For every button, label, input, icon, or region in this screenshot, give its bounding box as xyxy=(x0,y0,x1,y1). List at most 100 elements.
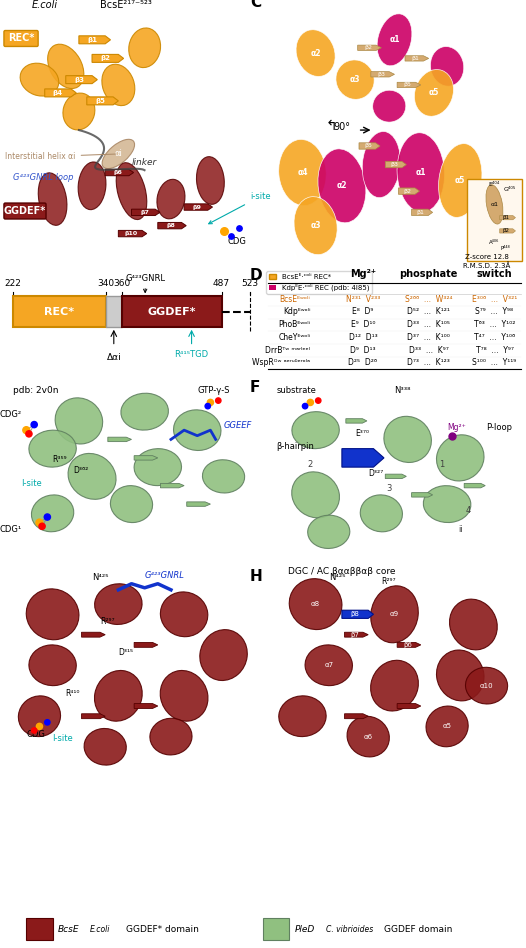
Text: WspRᴼʷ ᵃᵉʳᵘᵟᵉʳᵒˡᵃ: WspRᴼʷ ᵃᵉʳᵘᵟᵉʳᵒˡᵃ xyxy=(252,358,310,367)
Polygon shape xyxy=(397,703,421,708)
Ellipse shape xyxy=(200,629,247,681)
Text: β1: β1 xyxy=(87,37,97,43)
Polygon shape xyxy=(385,474,407,479)
Text: β7: β7 xyxy=(140,210,149,215)
Polygon shape xyxy=(358,46,381,50)
Text: E⁹  D¹⁰: E⁹ D¹⁰ xyxy=(351,320,375,329)
Text: S¹⁰⁰  ...  Y¹¹⁹: S¹⁰⁰ ... Y¹¹⁹ xyxy=(472,358,517,367)
Ellipse shape xyxy=(450,599,497,649)
Polygon shape xyxy=(346,419,367,423)
Ellipse shape xyxy=(437,650,484,701)
Ellipse shape xyxy=(439,143,482,217)
Point xyxy=(30,723,38,738)
Text: β2: β2 xyxy=(503,228,510,233)
Text: D³²⁷: D³²⁷ xyxy=(368,469,383,479)
Polygon shape xyxy=(82,714,105,719)
Polygon shape xyxy=(92,54,124,63)
Ellipse shape xyxy=(430,46,464,86)
Text: α7: α7 xyxy=(324,663,333,668)
Ellipse shape xyxy=(360,495,402,532)
Text: CDG²: CDG² xyxy=(0,410,22,419)
Text: 4: 4 xyxy=(466,506,471,516)
Ellipse shape xyxy=(371,586,418,643)
Ellipse shape xyxy=(384,416,431,463)
Point xyxy=(22,423,31,438)
Polygon shape xyxy=(500,215,515,220)
Text: D⁵²  ...  K¹²¹: D⁵² ... K¹²¹ xyxy=(407,307,450,317)
Polygon shape xyxy=(66,76,97,83)
Polygon shape xyxy=(134,643,158,647)
Text: i-site: i-site xyxy=(209,192,270,224)
Ellipse shape xyxy=(63,93,95,130)
Text: GGDEF* domain: GGDEF* domain xyxy=(126,924,199,934)
Ellipse shape xyxy=(294,196,337,255)
Polygon shape xyxy=(464,483,485,488)
FancyBboxPatch shape xyxy=(106,297,122,327)
Polygon shape xyxy=(26,918,53,940)
Text: N³³⁸: N³³⁸ xyxy=(394,386,411,395)
Text: I-site: I-site xyxy=(53,734,73,742)
Polygon shape xyxy=(134,456,158,460)
Text: β5: β5 xyxy=(404,82,411,87)
Text: pdb: 2v0n: pdb: 2v0n xyxy=(13,386,59,395)
Text: β6: β6 xyxy=(114,170,123,175)
Polygon shape xyxy=(371,72,394,77)
Text: R⁴¹⁰: R⁴¹⁰ xyxy=(66,689,80,698)
Text: R⁴¹⁵TGD: R⁴¹⁵TGD xyxy=(175,351,209,359)
Text: S⁷⁹  ...  Y⁹⁸: S⁷⁹ ... Y⁹⁸ xyxy=(476,307,513,317)
Point xyxy=(30,417,38,432)
Ellipse shape xyxy=(20,64,59,96)
Text: α5: α5 xyxy=(455,176,466,185)
Text: CDG: CDG xyxy=(227,237,246,246)
Point xyxy=(43,509,52,524)
Text: E⁸  D⁹: E⁸ D⁹ xyxy=(352,307,373,317)
Text: REC*: REC* xyxy=(45,306,75,317)
Ellipse shape xyxy=(486,185,503,224)
Text: E³⁰⁶  ...  V³²¹: E³⁰⁶ ... V³²¹ xyxy=(472,295,517,303)
Text: β5: β5 xyxy=(95,98,105,104)
Text: G⁴²³GNRL: G⁴²³GNRL xyxy=(125,274,165,293)
Text: H: H xyxy=(250,570,262,585)
Ellipse shape xyxy=(84,728,126,765)
Polygon shape xyxy=(87,97,118,105)
Text: E.coli: E.coli xyxy=(89,924,110,934)
Text: D³⁶²: D³⁶² xyxy=(74,465,89,475)
Ellipse shape xyxy=(289,578,342,629)
Ellipse shape xyxy=(68,453,116,500)
Polygon shape xyxy=(359,143,380,149)
Ellipse shape xyxy=(95,670,142,721)
Ellipse shape xyxy=(55,398,103,444)
Polygon shape xyxy=(342,448,384,467)
Text: α4: α4 xyxy=(297,168,308,177)
Ellipse shape xyxy=(377,14,412,65)
Text: α1: α1 xyxy=(389,35,400,45)
Text: ii: ii xyxy=(458,525,463,534)
Text: C: C xyxy=(250,0,261,9)
Text: R²⁹⁷: R²⁹⁷ xyxy=(100,617,115,627)
Ellipse shape xyxy=(292,472,339,518)
Point xyxy=(38,519,46,534)
Text: R.M.S.D. 2.3Å: R.M.S.D. 2.3Å xyxy=(463,263,510,269)
Point xyxy=(214,393,222,409)
Ellipse shape xyxy=(102,139,135,169)
Point xyxy=(314,393,322,409)
Ellipse shape xyxy=(397,133,444,212)
Text: DGC / AC βααββαβ core: DGC / AC βααββαβ core xyxy=(288,567,396,576)
Polygon shape xyxy=(184,204,213,210)
Text: β7: β7 xyxy=(351,631,359,638)
Text: P⁴⁴⁸: P⁴⁴⁸ xyxy=(500,246,510,250)
Text: D³¹⁵: D³¹⁵ xyxy=(118,648,134,657)
Ellipse shape xyxy=(423,485,471,522)
Text: α2: α2 xyxy=(310,48,321,58)
Ellipse shape xyxy=(296,29,335,77)
Text: E⁴⁰⁴: E⁴⁰⁴ xyxy=(489,182,500,187)
Text: T⁶³  ...  Y¹⁰²: T⁶³ ... Y¹⁰² xyxy=(474,320,515,329)
Ellipse shape xyxy=(292,411,339,448)
Point xyxy=(227,228,236,244)
Text: Interstitial helix αi: Interstitial helix αi xyxy=(5,153,116,161)
Text: β1: β1 xyxy=(417,210,424,215)
Text: G⁴²³GNRL: G⁴²³GNRL xyxy=(145,571,185,579)
Text: α9: α9 xyxy=(390,611,399,617)
Text: E³⁷⁰: E³⁷⁰ xyxy=(355,428,369,438)
Ellipse shape xyxy=(26,589,79,640)
